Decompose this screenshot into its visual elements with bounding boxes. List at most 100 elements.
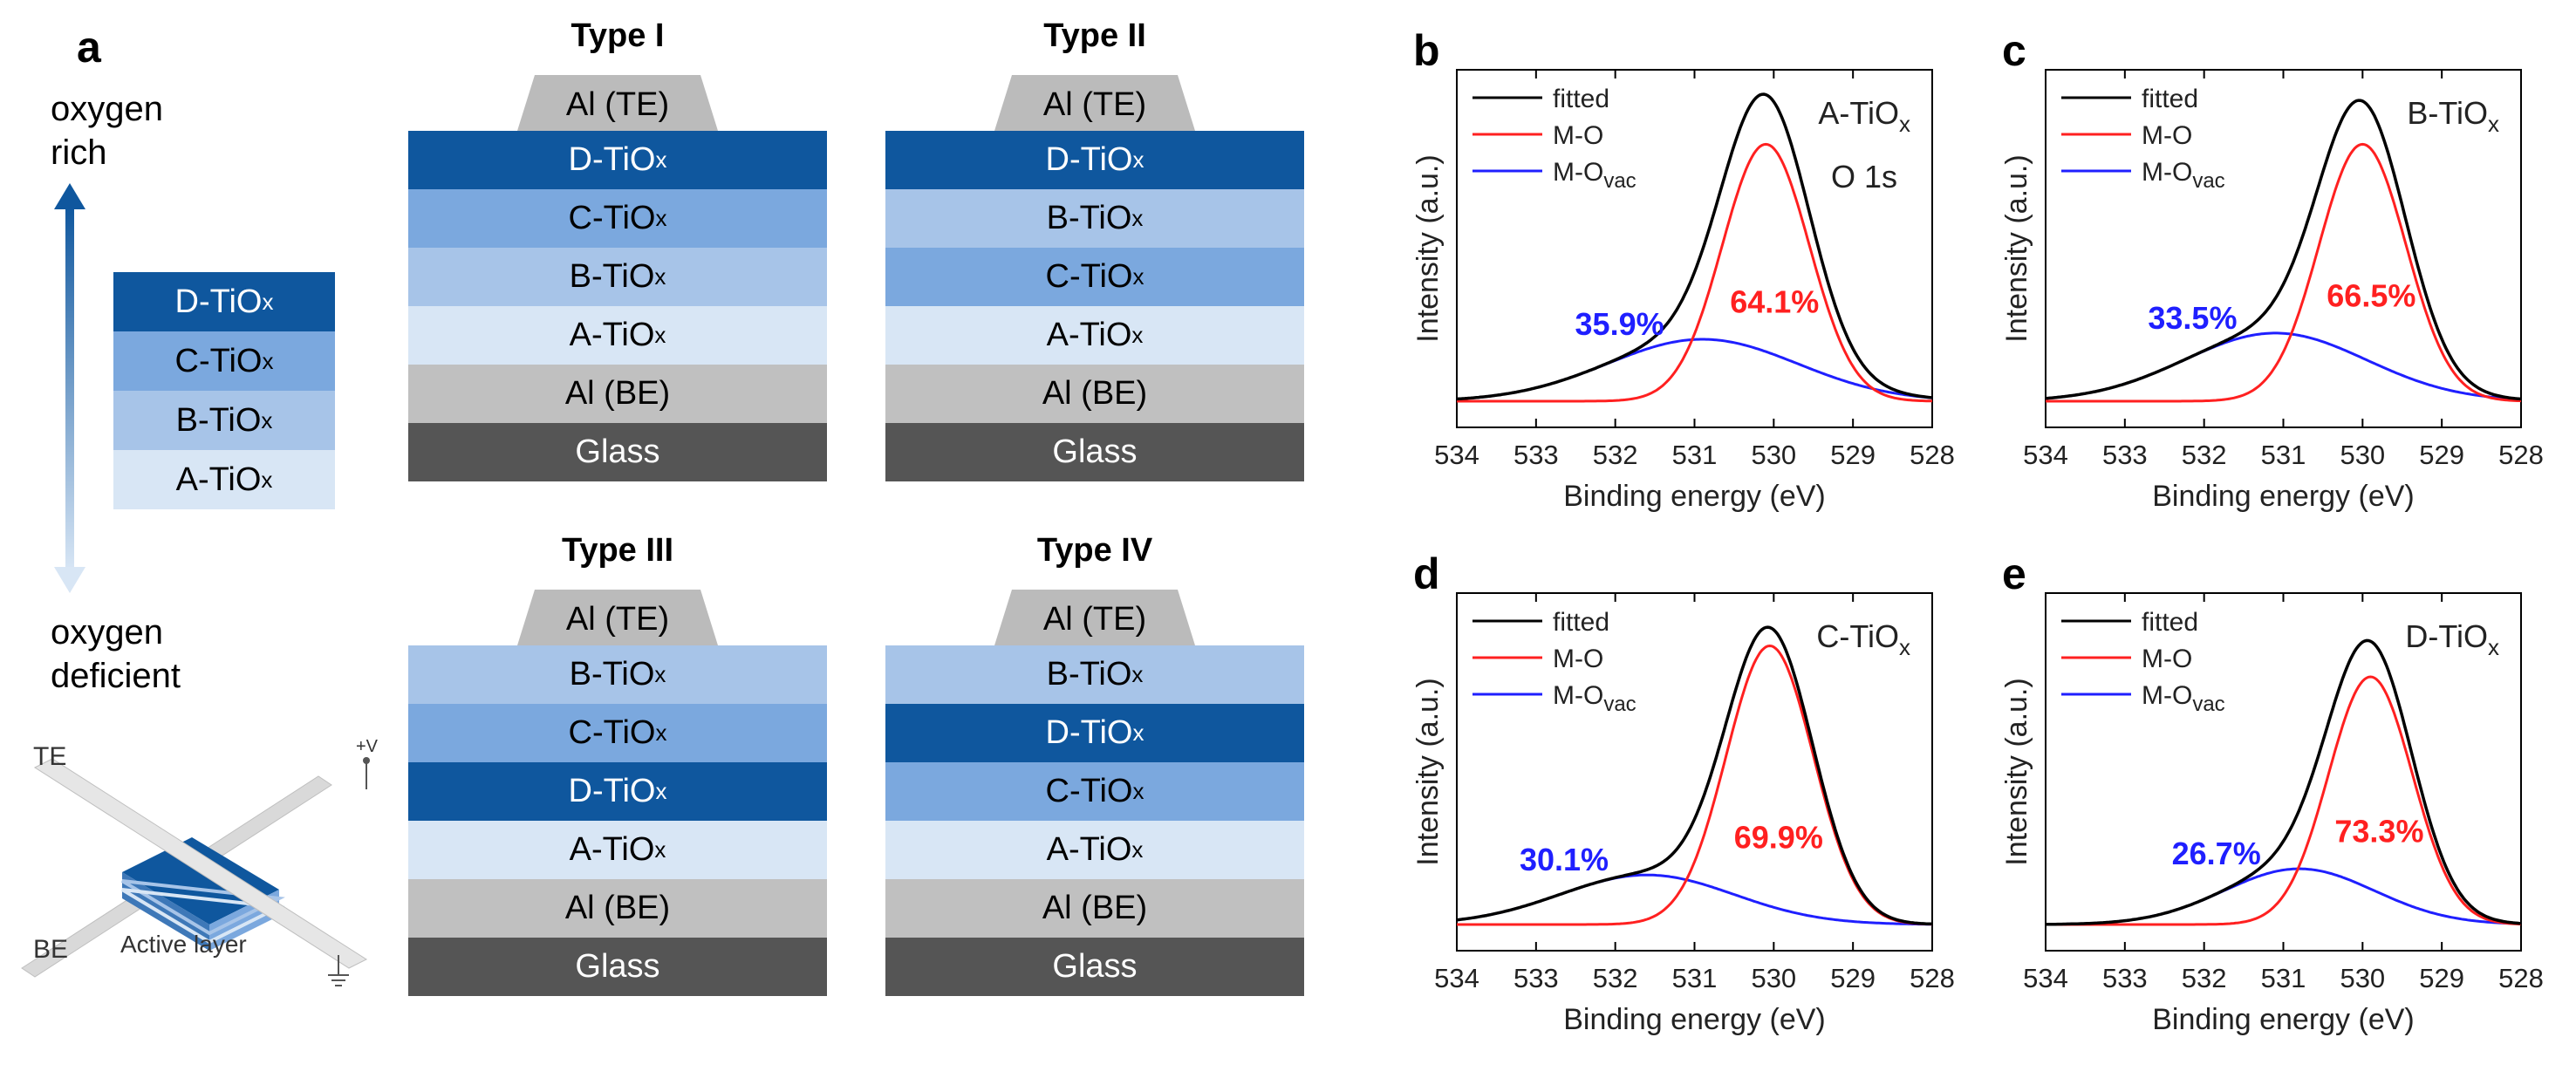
percent-m-o: 66.5% bbox=[2327, 277, 2415, 313]
legend-label-1: M-O bbox=[1553, 645, 1603, 673]
curve-fitted bbox=[1456, 92, 1933, 401]
x-tick-label: 530 bbox=[1751, 963, 1796, 993]
x-tick-label: 534 bbox=[1434, 440, 1479, 470]
stack-layer-glass: Glass bbox=[885, 938, 1304, 996]
stack-layer-b-tiox: B-TiO x bbox=[408, 645, 827, 704]
x-tick-label: 534 bbox=[2023, 963, 2068, 993]
x-tick-label: 529 bbox=[2419, 963, 2464, 993]
active-layer-label: Active layer bbox=[120, 931, 247, 958]
top-electrode-layer: Al (TE) bbox=[994, 75, 1195, 131]
sample-label: D-TiOx bbox=[2405, 618, 2499, 660]
top-electrode bbox=[33, 758, 368, 969]
te-layer-label: Al (TE) bbox=[1043, 86, 1146, 123]
percent-m-ovac: 33.5% bbox=[2148, 300, 2237, 336]
y-axis-label: Intensity (a.u.) bbox=[2000, 678, 2033, 865]
legend-label-0: fitted bbox=[2142, 85, 2198, 113]
te-label: TE bbox=[33, 742, 66, 771]
stack-layer-d-tiox: D-TiO x bbox=[885, 704, 1304, 762]
core-level-label: O 1s bbox=[1831, 159, 1897, 194]
te-layer-label: Al (TE) bbox=[566, 86, 669, 123]
y-axis-label: Intensity (a.u.) bbox=[2000, 154, 2033, 342]
percent-m-ovac: 26.7% bbox=[2172, 836, 2261, 871]
stack-layer-glass: Glass bbox=[408, 423, 827, 481]
x-tick-label: 532 bbox=[1593, 440, 1638, 470]
stack-type-1: Type I Al (TE) D-TiO x C-TiO x B-TiO x A-TiO x Al … bbox=[408, 17, 827, 481]
x-tick-label: 531 bbox=[2261, 440, 2306, 470]
stack-title: Type IV bbox=[1036, 532, 1153, 569]
stack-layer-a-tiox: A-TiO x bbox=[408, 306, 827, 365]
x-tick-label: 529 bbox=[1830, 440, 1876, 470]
x-tick-label: 532 bbox=[2182, 963, 2227, 993]
x-tick-label: 534 bbox=[2023, 440, 2068, 470]
x-tick-label: 533 bbox=[1513, 440, 1559, 470]
stack-layer-a-tiox: A-TiO x bbox=[885, 306, 1304, 365]
stack-type-3: Type III Al (TE) B-TiO x C-TiO x D-TiO x A-TiO x A… bbox=[408, 532, 827, 996]
x-tick-label: 534 bbox=[1434, 963, 1479, 993]
x-tick-label: 532 bbox=[1593, 963, 1638, 993]
percent-m-o: 69.9% bbox=[1734, 820, 1823, 856]
plus-v-label: +V bbox=[356, 737, 379, 756]
legend-label-1: M-O bbox=[2142, 121, 2192, 150]
stack-layer-a-tiox: A-TiO x bbox=[885, 821, 1304, 879]
stack-layer-c-tiox: C-TiO x bbox=[885, 762, 1304, 821]
stack-layer-b-tiox: B-TiO x bbox=[885, 645, 1304, 704]
legend-label-0: fitted bbox=[1553, 608, 1609, 637]
x-tick-label: 528 bbox=[2498, 963, 2544, 993]
legend-layer-d: D-TiO x bbox=[113, 272, 335, 331]
curve-fitted bbox=[2045, 99, 2522, 401]
x-tick-label: 529 bbox=[2419, 440, 2464, 470]
legend-label-1: M-O bbox=[2142, 645, 2192, 673]
curve-m-o bbox=[1457, 142, 1932, 403]
oxygen-gradient-arrow bbox=[54, 183, 85, 593]
stack-layer-c-tiox: C-TiO x bbox=[408, 189, 827, 248]
stack-title: Type III bbox=[561, 532, 674, 569]
stack-layer-a-tiox: A-TiO x bbox=[408, 821, 827, 879]
stack-layer-c-tiox: C-TiO x bbox=[408, 704, 827, 762]
x-tick-label: 531 bbox=[2261, 963, 2306, 993]
percent-m-o: 73.3% bbox=[2334, 813, 2423, 849]
stack-layer-b-tiox: B-TiO x bbox=[408, 248, 827, 306]
layer-legend: D-TiO x C-TiO x B-TiO x A-TiO x bbox=[113, 272, 335, 509]
x-tick-label: 532 bbox=[2182, 440, 2227, 470]
curve-fitted bbox=[2046, 638, 2522, 926]
x-tick-label: 529 bbox=[1830, 963, 1876, 993]
legend-layer-a: A-TiO x bbox=[113, 450, 335, 509]
x-tick-label: 530 bbox=[2340, 440, 2385, 470]
percent-m-o: 64.1% bbox=[1730, 283, 1819, 319]
stack-type-2: Type II Al (TE) D-TiO x B-TiO x C-TiO x A-TiO x Al… bbox=[885, 17, 1304, 481]
panel-letter-c: c bbox=[2002, 26, 2026, 75]
panel-letter-e: e bbox=[2002, 549, 2026, 598]
te-layer-label: Al (TE) bbox=[566, 601, 669, 638]
x-tick-label: 530 bbox=[2340, 963, 2385, 993]
stack-type-4: Type IV Al (TE) B-TiO x D-TiO x C-TiO x A-TiO x Al… bbox=[885, 532, 1304, 996]
x-axis-label: Binding energy (eV) bbox=[1563, 480, 1826, 513]
stack-title: Type II bbox=[1043, 17, 1146, 54]
x-tick-label: 533 bbox=[2102, 963, 2148, 993]
sample-label: C-TiOx bbox=[1816, 618, 1910, 660]
stack-layer-d-tiox: D-TiO x bbox=[408, 762, 827, 821]
curve-m-o bbox=[2046, 675, 2521, 926]
legend-label-0: fitted bbox=[2142, 608, 2198, 637]
stack-title: Type I bbox=[571, 17, 665, 54]
sample-label: A-TiOx bbox=[1818, 95, 1910, 137]
stack-layer-glass: Glass bbox=[885, 423, 1304, 481]
legend-label-0: fitted bbox=[1553, 85, 1609, 113]
panel-letter-d: d bbox=[1413, 549, 1440, 598]
curve-fitted bbox=[1456, 625, 1933, 926]
x-tick-label: 531 bbox=[1672, 963, 1718, 993]
x-axis-label: Binding energy (eV) bbox=[1563, 1003, 1826, 1036]
device-schematic: TE BE Active layer +V bbox=[21, 737, 379, 986]
stack-layer-d-tiox: D-TiO x bbox=[885, 131, 1304, 189]
stack-layer-c-tiox: C-TiO x bbox=[885, 248, 1304, 306]
stack-layer-al-be: Al (BE) bbox=[408, 365, 827, 423]
stack-layer-b-tiox: B-TiO x bbox=[885, 189, 1304, 248]
be-label: BE bbox=[33, 935, 68, 964]
stack-layer-al-be: Al (BE) bbox=[408, 879, 827, 938]
legend-label-1: M-O bbox=[1553, 121, 1603, 150]
x-tick-label: 530 bbox=[1751, 440, 1796, 470]
stack-layer-d-tiox: D-TiO x bbox=[408, 131, 827, 189]
stack-layer-al-be: Al (BE) bbox=[885, 365, 1304, 423]
